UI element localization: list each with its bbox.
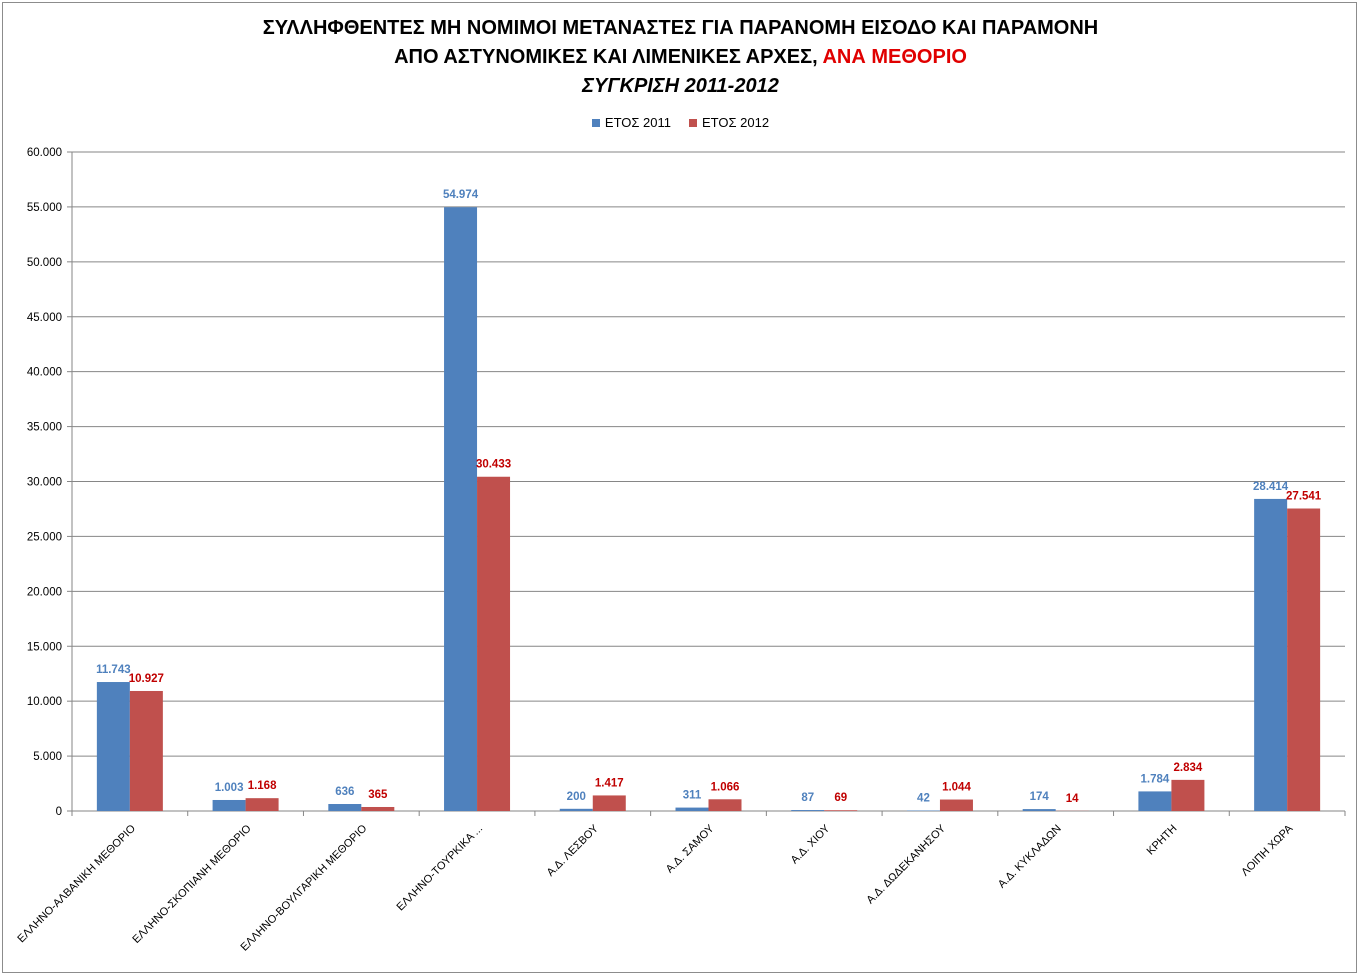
y-tick-label: 25.000 [27,531,62,543]
chart-title-line-3: ΣΥΓΚΡΙΣΗ 2011-2012 [582,75,779,97]
y-tick-label: 55.000 [27,202,62,214]
data-label-2012: 1.044 [942,782,971,794]
bar-2011 [559,808,593,811]
bar-2011 [791,810,825,811]
data-label-2012: 1.417 [595,777,624,789]
chart-title-line-2: ΑΠΟ ΑΣΤΥΝΟΜΙΚΕΣ ΚΑΙ ΛΙΜΕΝΙΚΕΣ ΑΡΧΕΣ, ΑΝΑ… [0,43,1361,72]
bar-2012 [939,799,973,811]
bar-2011 [1138,791,1172,811]
legend-swatch-2011 [591,118,600,127]
data-label-2011: 200 [567,791,586,803]
data-label-2011: 54.974 [443,189,479,201]
category-label: Α.Δ. ΣΑΜΟΥ [664,822,717,875]
category-label: Α.Δ. ΔΩΔΕΚΑΝΗΣΟΥ [864,822,948,906]
category-label: ΕΛΛΗΝΟ-ΣΚΟΠΙΑΝΗ ΜΕΘΟΡΙΟ [130,822,254,946]
bar-2011 [1254,498,1288,811]
category-label: ΕΛΛΗΝΟ-ΤΟΥΡΚΙΚΑ ... [394,823,485,914]
data-label-2012: 1.066 [711,781,740,793]
legend-item-2012: ΕΤΟΣ 2012 [689,115,769,130]
bar-2012 [824,810,858,811]
data-label-2012: 69 [834,792,847,804]
data-label-2011: 42 [917,793,930,805]
data-label-2012: 10.927 [129,673,164,685]
y-tick-label: 50.000 [27,257,62,269]
category-label: Α.Δ. ΧΙΟΥ [789,822,833,866]
category-label: ΚΡΗΤΗ [1145,823,1180,858]
bar-2011 [444,207,478,811]
legend-item-2011: ΕΤΟΣ 2011 [591,115,672,130]
category-label: ΕΛΛΗΝΟ-ΑΛΒΑΝΙΚΗ ΜΕΘΟΡΙΟ [15,822,138,945]
data-label-2011: 87 [801,792,814,804]
bar-2012 [1287,508,1321,811]
data-label-2011: 311 [683,790,702,802]
legend-label-2012: ΕΤΟΣ 2012 [702,115,770,130]
bar-2012 [129,690,163,811]
bar-2012 [245,798,279,811]
y-tick-label: 30.000 [27,477,62,489]
y-tick-label: 10.000 [27,696,62,708]
data-label-2011: 1.003 [215,782,244,794]
y-tick-label: 35.000 [27,422,62,434]
y-tick-label: 45.000 [27,312,62,324]
data-label-2011: 636 [335,786,354,798]
bar-2011 [212,799,246,811]
legend: ΕΤΟΣ 2011 ΕΤΟΣ 2012 [0,115,1361,130]
data-label-2012: 14 [1066,793,1079,805]
y-tick-label: 40.000 [27,367,62,379]
bar-2011 [328,804,362,811]
bar-2012 [361,806,395,811]
category-label: Α.Δ. ΛΕΣΒΟΥ [545,822,602,879]
bar-2011 [675,807,709,811]
data-label-2012: 30.433 [476,459,511,471]
data-label-2012: 365 [368,789,388,801]
data-label-2011: 174 [1030,791,1050,803]
legend-swatch-2012 [689,118,698,127]
bar-2012 [1171,779,1205,811]
bar-2011 [96,682,130,811]
y-tick-label: 5.000 [33,751,62,763]
chart-title-line-2-black: ΑΠΟ ΑΣΤΥΝΟΜΙΚΕΣ ΚΑΙ ΛΙΜΕΝΙΚΕΣ ΑΡΧΕΣ, [394,46,823,68]
data-label-2011: 1.784 [1141,773,1170,785]
chart-title-line-2-red: ΑΝΑ ΜΕΘΟΡΙΟ [822,46,967,68]
bar-2012 [592,795,626,811]
chart-title-block: ΣΥΛΛΗΦΘΕΝΤΕΣ ΜΗ ΝΟΜΙΜΟΙ ΜΕΤΑΝΑΣΤΕΣ ΓΙΑ Π… [0,14,1361,101]
data-label-2011: 28.414 [1253,481,1289,493]
y-tick-label: 20.000 [27,586,62,598]
y-tick-label: 15.000 [27,641,62,653]
data-label-2012: 1.168 [248,780,277,792]
y-tick-label: 60.000 [27,147,62,159]
bar-2012 [708,799,742,811]
y-tick-label: 0 [56,806,62,818]
legend-label-2011: ΕΤΟΣ 2011 [604,115,672,130]
data-label-2011: 11.743 [96,664,131,676]
bar-2011 [1022,809,1056,811]
category-label: ΛΟΙΠΗ ΧΩΡΑ [1239,822,1295,878]
data-label-2012: 27.541 [1286,491,1322,503]
category-label: Α.Δ. ΚΥΚΛΑΔΩΝ [996,823,1064,891]
bar-2012 [477,476,511,811]
data-label-2012: 2.834 [1174,762,1203,774]
category-label: ΕΛΛΗΝΟ-ΒΟΥΛΓΑΡΙΚΗ ΜΕΘΟΡΙΟ [238,822,369,953]
chart-title-line-1: ΣΥΛΛΗΦΘΕΝΤΕΣ ΜΗ ΝΟΜΙΜΟΙ ΜΕΤΑΝΑΣΤΕΣ ΓΙΑ Π… [262,17,1099,39]
